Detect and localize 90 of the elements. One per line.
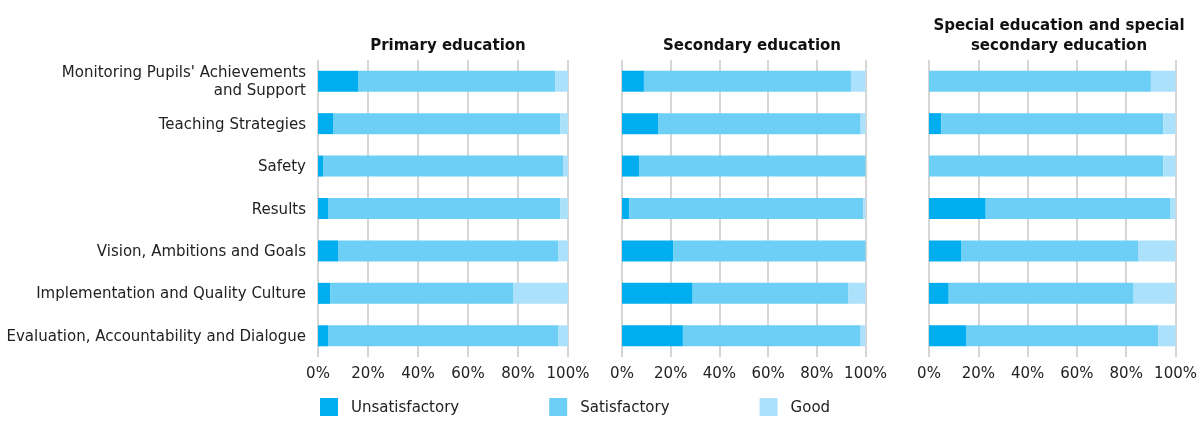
bar [692,282,849,304]
bar [560,198,568,219]
x-tick-label: 80% [800,363,834,382]
legend-label: Good [790,398,831,416]
x-tick-label: 40% [702,363,737,382]
bar [318,113,333,135]
bar [338,240,558,262]
bar [929,155,1164,177]
bar [961,240,1139,262]
chart-title: Secondary education [662,36,842,54]
x-tick-label: 60% [1060,363,1094,382]
chart-title: Special education and special secondary education [933,16,1185,54]
x-tick-label: 60% [451,363,485,382]
bar [558,240,568,262]
bar [1150,70,1176,92]
bar [929,198,986,219]
bar [513,282,568,304]
bar [941,113,1164,135]
bar [563,155,568,177]
bar [929,325,966,347]
x-tick-label: 100% [546,363,590,382]
bar [358,70,556,92]
bar [985,198,1171,219]
bar [682,325,861,347]
bar [948,282,1134,304]
bar [318,325,328,347]
bar [1138,240,1176,262]
bar [929,282,949,304]
bar [929,70,1151,92]
legend-label: Satisfactory [580,398,670,416]
x-tick-label: 0% [610,363,634,382]
bar [639,155,866,177]
x-tick-label: 80% [501,363,535,382]
chart-title: Primary education [370,36,526,54]
y-tick-label: Evaluation, Accountability and Dialogue [6,326,306,345]
x-tick-label: 100% [844,363,887,382]
bar [863,198,866,219]
y-tick-label: Safety [258,157,307,176]
x-tick-label: 40% [1010,363,1045,382]
x-tick-label: 20% [351,363,385,382]
y-tick-label: Vision, Ambitions and Goals [96,241,307,260]
bar [318,240,338,262]
bar [965,325,1159,347]
bar [1163,155,1176,177]
bar [318,155,323,177]
bar [1163,113,1176,135]
bar [1158,325,1176,347]
bar [1133,282,1176,304]
y-tick-label: Implementation and Quality Culture [36,284,306,303]
bar [558,325,568,347]
bar [860,325,866,347]
bar [673,240,866,262]
x-tick-label: 20% [961,363,995,382]
bar [929,240,962,262]
bar [333,113,561,135]
bar [330,282,513,304]
x-tick-label: 80% [1109,363,1143,382]
bar [622,282,693,304]
bar [560,113,568,135]
bar [860,113,866,135]
bar [622,70,644,92]
bar [850,70,866,92]
bar [318,282,331,304]
bar [622,325,683,347]
x-tick-label: 100% [1154,363,1197,382]
bar [555,70,568,92]
legend-label: Unsatisfactory [351,398,460,416]
x-tick-label: 20% [654,363,688,382]
bar [929,113,942,135]
y-tick-label: Results [251,199,307,218]
bar [622,240,674,262]
y-tick-label: Teaching Strategies [157,114,307,133]
x-tick-label: 0% [306,363,330,382]
bar [658,113,861,135]
bar [622,198,630,219]
bar [848,282,866,304]
x-tick-label: 0% [917,363,941,382]
y-tick-label: Monitoring Pupils' Achievements and Support [61,63,307,100]
bar [318,198,328,219]
bar [328,325,558,347]
bar [328,198,561,219]
x-tick-label: 40% [401,363,435,382]
bar [622,155,640,177]
bar [622,113,659,135]
bar [629,198,864,219]
bar [1170,198,1176,219]
x-tick-label: 60% [751,363,785,382]
bar [323,155,563,177]
bar [643,70,851,92]
bar [318,70,358,92]
